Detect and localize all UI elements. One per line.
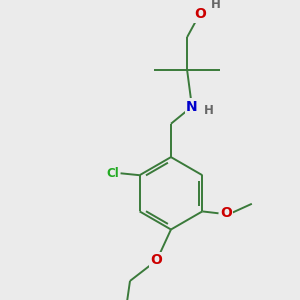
Text: Cl: Cl [106,167,119,180]
Text: H: H [211,0,221,11]
Text: N: N [186,100,198,114]
Text: O: O [220,206,232,220]
Text: O: O [151,253,163,267]
Text: H: H [204,104,214,117]
Text: O: O [195,7,206,21]
